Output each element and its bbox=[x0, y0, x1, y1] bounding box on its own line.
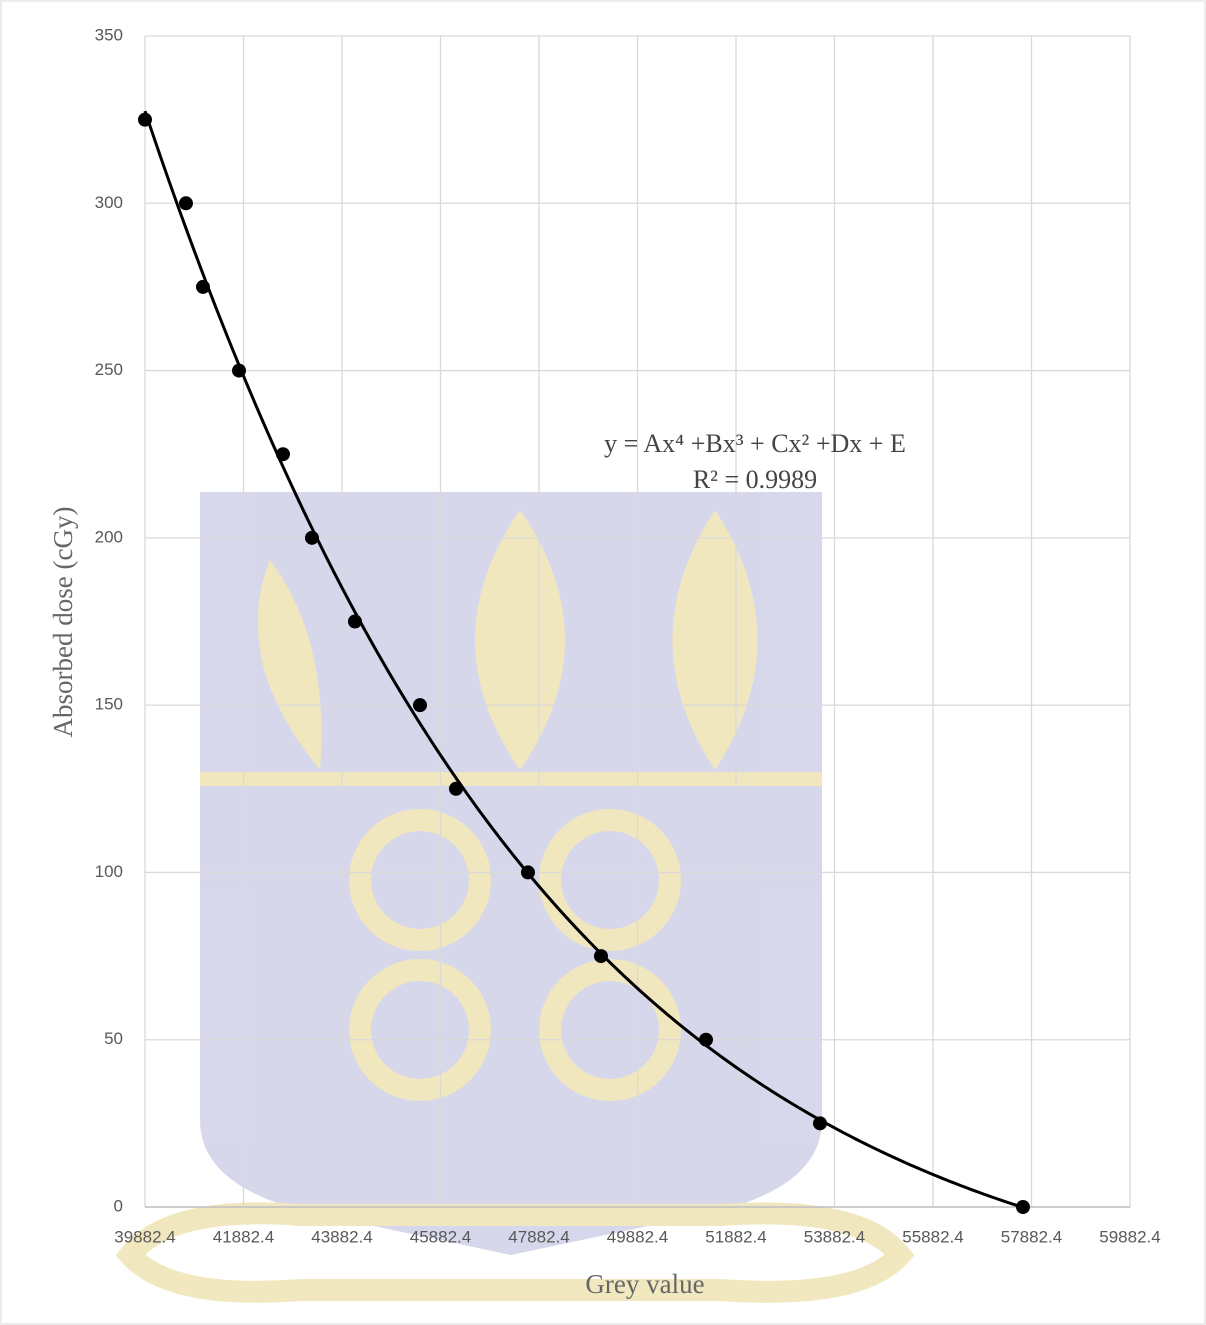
x-tick-label: 49882.4 bbox=[607, 1227, 668, 1246]
data-point bbox=[276, 447, 290, 461]
y-tick-label: 0 bbox=[114, 1196, 123, 1215]
annotation-r2: R² = 0.9989 bbox=[693, 465, 817, 494]
x-tick-label: 39882.4 bbox=[114, 1227, 175, 1246]
data-point bbox=[179, 196, 193, 210]
data-point bbox=[413, 698, 427, 712]
x-axis-title: Grey value bbox=[585, 1269, 704, 1299]
x-tick-label: 51882.4 bbox=[705, 1227, 766, 1246]
data-point bbox=[699, 1033, 713, 1047]
y-tick-label: 200 bbox=[95, 527, 123, 546]
chart: 0 50 100 150 200 250 300 350 39882.4 41882.4 43882… bbox=[0, 0, 1206, 1325]
x-tick-label: 41882.4 bbox=[213, 1227, 274, 1246]
data-point bbox=[305, 531, 319, 545]
x-tick-label: 43882.4 bbox=[311, 1227, 372, 1246]
data-point bbox=[232, 364, 246, 378]
x-tick-label: 57882.4 bbox=[1001, 1227, 1062, 1246]
data-point bbox=[1016, 1200, 1030, 1214]
data-point bbox=[594, 949, 608, 963]
data-point bbox=[196, 280, 210, 294]
annotation-equation: y = Ax⁴ +Bx³ + Cx² +Dx + E bbox=[604, 429, 906, 458]
y-tick-label: 50 bbox=[104, 1029, 123, 1048]
x-tick-label: 59882.4 bbox=[1099, 1227, 1160, 1246]
data-point bbox=[449, 782, 463, 796]
x-tick-label: 47882.4 bbox=[508, 1227, 569, 1246]
data-point bbox=[348, 615, 362, 629]
y-tick-label: 350 bbox=[95, 25, 123, 44]
data-point bbox=[521, 865, 535, 879]
watermark bbox=[130, 492, 900, 1292]
y-axis-title: Absorbed dose (cGy) bbox=[48, 507, 78, 738]
y-tick-label: 250 bbox=[95, 360, 123, 379]
x-tick-label: 53882.4 bbox=[804, 1227, 865, 1246]
y-tick-label: 100 bbox=[95, 862, 123, 881]
data-point bbox=[138, 113, 152, 127]
y-tick-label: 300 bbox=[95, 193, 123, 212]
x-tick-label: 45882.4 bbox=[410, 1227, 471, 1246]
x-tick-label: 55882.4 bbox=[902, 1227, 963, 1246]
watermark-bar bbox=[200, 772, 822, 786]
y-tick-label: 150 bbox=[95, 695, 123, 714]
data-point bbox=[813, 1116, 827, 1130]
